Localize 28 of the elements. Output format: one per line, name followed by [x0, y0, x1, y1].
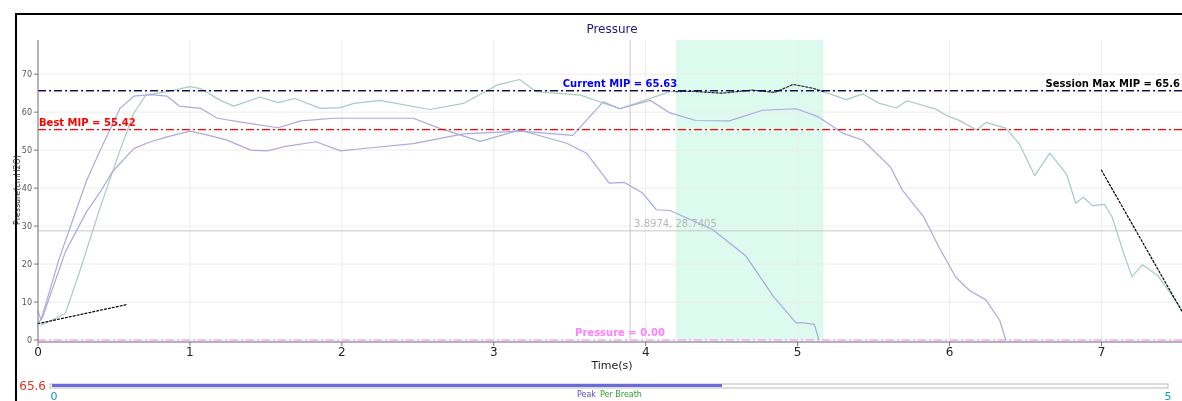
y-tick-label: 50 [21, 145, 32, 155]
text: 5 [1164, 390, 1172, 401]
text: 65.6 [19, 379, 46, 393]
x-tick-label: 6 [945, 345, 954, 359]
y-axis-title: Pressure(cmH2O) [13, 155, 22, 225]
ref-line-label: Pressure = 0.00 [575, 327, 665, 338]
chart-title: Pressure [586, 22, 638, 36]
x-axis-title: Time(s) [590, 359, 633, 372]
y-tick-label: 30 [21, 221, 32, 231]
x-tick-label: 4 [641, 345, 650, 359]
x-tick-label: 2 [338, 345, 346, 359]
y-tick-label: 10 [21, 297, 32, 307]
ref-line-label: Session Max MIP = 65.6 [1045, 77, 1181, 89]
y-tick-label: 60 [21, 107, 32, 117]
ref-line-label: Current MIP = 65.63 [562, 77, 678, 89]
y-tick-label: 70 [21, 69, 32, 79]
text: Peak [577, 390, 597, 399]
x-tick-label: 1 [186, 345, 194, 359]
y-tick-label: 20 [21, 259, 32, 269]
x-tick-label: 3 [489, 345, 498, 359]
x-tick-label: 0 [34, 345, 42, 359]
x-tick-label: 7 [1097, 345, 1106, 359]
ref-line-label: Best MIP = 55.42 [39, 116, 136, 128]
y-tick-label: 0 [26, 335, 32, 345]
x-tick-label: 5 [793, 345, 802, 359]
text: Per Breath [600, 390, 642, 399]
y-tick-label: 40 [21, 183, 32, 193]
text: 0 [50, 390, 58, 401]
